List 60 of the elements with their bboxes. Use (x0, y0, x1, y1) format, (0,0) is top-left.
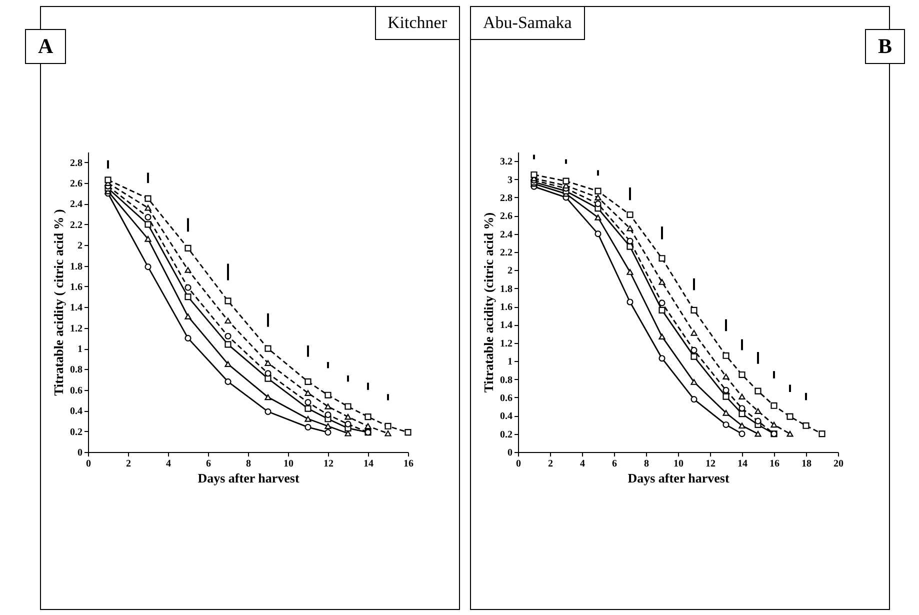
chart-title: Abu-Samaka (470, 6, 585, 40)
y-tick-label: 1.8 (70, 261, 82, 272)
y-tick-label: 1.4 (70, 302, 82, 314)
x-tick-label: 20 (834, 458, 844, 470)
chart-title: Kitchner (374, 6, 460, 40)
y-tick-label: 2 (78, 240, 82, 252)
x-tick-label: 12 (706, 458, 716, 470)
text: B (864, 29, 905, 64)
y-tick-label: 0 (78, 448, 82, 458)
y-tick-label: 2.4 (500, 229, 512, 240)
y-tick-label: 1.6 (70, 282, 82, 293)
y-tick-label: 2.6 (500, 211, 512, 222)
y-axis-title: Titratable acidity (citric acid %) (481, 212, 496, 393)
y-tick-label: 0.2 (70, 426, 82, 438)
x-tick-label: 12 (324, 458, 334, 470)
x-tick-label: 0 (516, 458, 521, 470)
y-tick-label: 1 (78, 344, 82, 356)
text: A (25, 29, 66, 64)
x-tick-label: 4 (166, 458, 171, 470)
x-tick-label: 10 (284, 458, 294, 470)
y-tick-label: 0.6 (70, 385, 82, 396)
y-tick-label: 0.4 (70, 406, 82, 418)
y-tick-label: 0.4 (500, 411, 512, 422)
y-tick-label: 0.8 (70, 364, 82, 376)
x-tick-label: 14 (738, 458, 748, 470)
y-tick-label: 0.2 (500, 429, 512, 440)
y-tick-label: 1.4 (500, 320, 512, 332)
y-tick-label: 2.6 (70, 178, 82, 190)
y-tick-label: 2 (508, 266, 512, 277)
y-tick-label: 2.2 (500, 248, 512, 258)
x-tick-label: 0 (86, 458, 91, 470)
y-axis-title: Titratable acidity ( citric acid % ) (51, 209, 66, 396)
x-tick-label: 8 (644, 458, 649, 470)
x-axis-title: Days after harvest (628, 470, 730, 486)
x-tick-label: 2 (548, 458, 553, 470)
x-tick-label: 10 (674, 458, 684, 470)
x-tick-label: 16 (770, 458, 780, 470)
x-tick-label: 16 (404, 458, 414, 470)
y-tick-label: 2.2 (70, 220, 82, 231)
y-tick-label: 3.2 (500, 156, 512, 168)
y-tick-label: 1.8 (500, 284, 512, 295)
x-axis-title: Days after harvest (198, 470, 300, 486)
y-tick-label: 3 (508, 174, 512, 186)
x-tick-label: 2 (126, 458, 131, 470)
x-tick-label: 6 (612, 458, 617, 470)
y-tick-label: 1.2 (500, 338, 512, 350)
y-tick-label: 0.8 (500, 374, 512, 386)
y-tick-label: 0.6 (500, 392, 512, 404)
x-tick-label: 14 (364, 458, 374, 470)
y-tick-label: 2.8 (500, 192, 512, 204)
x-tick-label: 4 (580, 458, 585, 470)
y-tick-label: 1 (508, 356, 512, 368)
y-tick-label: 1.6 (500, 302, 512, 314)
x-tick-label: 6 (206, 458, 211, 470)
y-tick-label: 0 (508, 448, 512, 458)
y-tick-label: 2.4 (70, 199, 82, 210)
x-tick-label: 18 (802, 458, 812, 470)
x-tick-label: 8 (246, 458, 251, 470)
y-tick-label: 1.2 (70, 323, 82, 334)
y-tick-label: 2.8 (70, 158, 82, 169)
